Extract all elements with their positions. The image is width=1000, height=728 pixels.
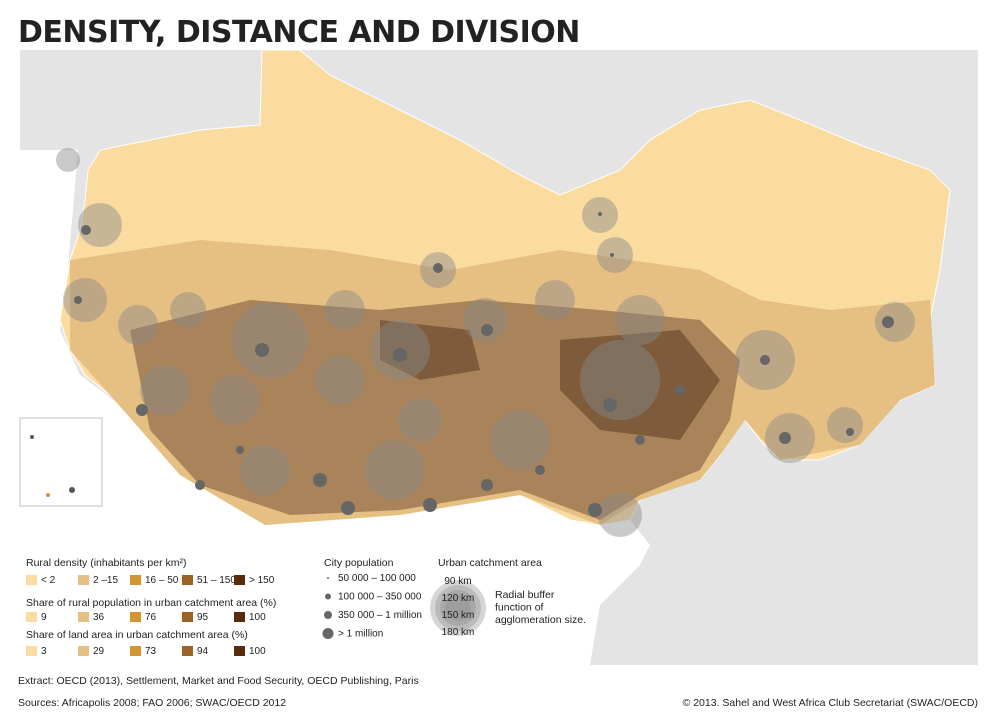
legend-swatch [26,612,37,622]
legend-swatch [26,575,37,585]
legend-label: 16 – 50 [145,575,179,586]
legend-label: > 150 [249,575,275,586]
legend-swatch [26,646,37,656]
legend-label: 50 000 – 100 000 [338,573,416,584]
legend-label: 73 [145,646,157,657]
legend-note: agglomeration size. [495,614,586,626]
legend-label: 36 [93,612,105,623]
legend-heading: Rural density (inhabitants per km²) [26,557,186,569]
legend-label: 95 [197,612,209,623]
legend-buffer [435,585,481,631]
legend: Rural density (inhabitants per km²) < 2 2 … [26,557,586,657]
legend-swatch [234,612,245,622]
legend-label: 3 [41,646,47,657]
footer-extract: Extract: OECD (2013), Settlement, Market… [18,675,419,687]
legend-label: 51 – 150 [197,575,236,586]
legend-label: 100 [249,612,266,623]
legend-swatch [78,612,89,622]
inset [19,417,103,507]
legend-radius: 90 km [444,576,471,587]
legend-note: Radial buffer [495,589,555,601]
footer-sources: Sources: Africapolis 2008; FAO 2006; SWA… [18,697,286,709]
legend-radius: 120 km [442,593,475,604]
footer-copyright: © 2013. Sahel and West Africa Club Secre… [683,697,978,709]
legend-city-dot [325,593,331,600]
legend-note: function of [495,602,544,614]
legend-swatch [182,612,193,622]
ocean [20,150,650,665]
legend-swatch [78,646,89,656]
legend-buffer [440,590,476,626]
legend-swatch [234,575,245,585]
legend-swatch [182,646,193,656]
legend-label: 29 [93,646,105,657]
legend-heading: City population [324,557,394,569]
legend-heading: Share of rural population in urban catch… [26,597,276,609]
legend-label: 100 000 – 350 000 [338,592,422,603]
legend-city-dot [324,611,332,619]
title: DENSITY, DISTANCE AND DIVISION [18,15,580,50]
legend-label: 2 –15 [93,575,118,586]
legend-buffer [445,595,471,621]
legend-swatch [130,646,141,656]
legend-label: 9 [41,612,47,623]
legend-label: 350 000 – 1 million [338,610,422,621]
legend-label: 76 [145,612,157,623]
legend-heading: Urban catchment area [438,557,542,569]
legend-label: 94 [197,646,209,657]
legend-swatch [78,575,89,585]
legend-city-dot [322,628,334,639]
legend-swatch [130,575,141,585]
legend-swatch [130,612,141,622]
legend-label: 100 [249,646,266,657]
legend-swatch [182,575,193,585]
legend-radius: 150 km [442,610,475,621]
city-dots [74,212,894,517]
legend-label: > 1 million [338,629,383,640]
legend-label: < 2 [41,575,56,586]
legend-heading: Share of land area in urban catchment ar… [26,629,248,641]
density-very-high [380,320,720,440]
legend-swatch [234,646,245,656]
map [19,49,978,665]
legend-buffer [430,580,486,636]
legend-radius: 180 km [442,627,475,638]
legend-city-dot [327,577,329,579]
